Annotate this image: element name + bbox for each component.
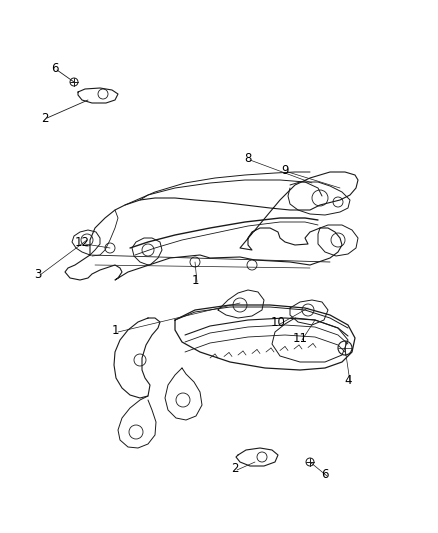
Text: 4: 4 <box>344 374 352 386</box>
Text: 6: 6 <box>51 61 59 75</box>
Text: 1: 1 <box>191 273 199 287</box>
Text: 6: 6 <box>321 469 329 481</box>
Text: 1: 1 <box>111 324 119 336</box>
Text: 2: 2 <box>41 111 49 125</box>
Text: 11: 11 <box>293 332 307 344</box>
Text: 2: 2 <box>231 462 239 474</box>
Text: 9: 9 <box>281 164 289 176</box>
Text: 8: 8 <box>244 151 252 165</box>
Text: 3: 3 <box>34 269 42 281</box>
Text: 12: 12 <box>74 237 89 249</box>
Text: 10: 10 <box>271 316 286 328</box>
